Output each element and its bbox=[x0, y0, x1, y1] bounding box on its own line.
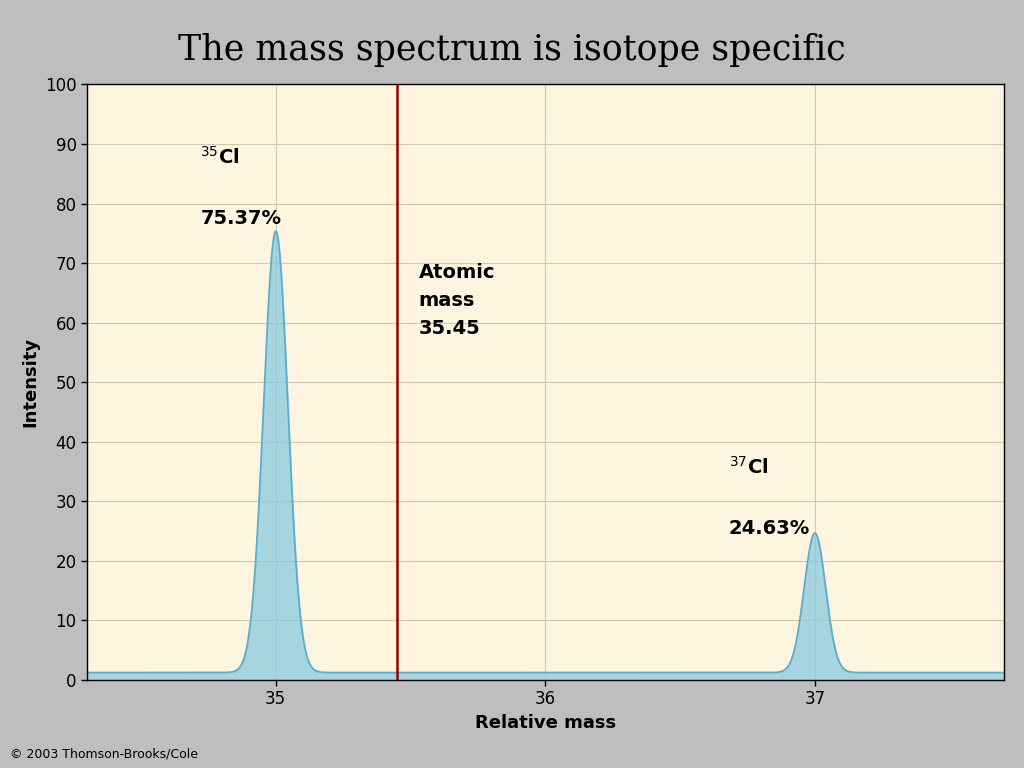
Text: Atomic
mass
35.45: Atomic mass 35.45 bbox=[419, 263, 495, 338]
Text: 24.63%: 24.63% bbox=[729, 519, 810, 538]
Text: © 2003 Thomson-Brooks/Cole: © 2003 Thomson-Brooks/Cole bbox=[10, 747, 199, 760]
Y-axis label: Intensity: Intensity bbox=[22, 337, 40, 427]
Text: $^{37}$Cl: $^{37}$Cl bbox=[729, 455, 768, 478]
X-axis label: Relative mass: Relative mass bbox=[475, 713, 615, 732]
Text: The mass spectrum is isotope specific: The mass spectrum is isotope specific bbox=[178, 33, 846, 67]
Text: $^{35}$Cl: $^{35}$Cl bbox=[201, 146, 240, 168]
Text: 75.37%: 75.37% bbox=[201, 210, 282, 228]
